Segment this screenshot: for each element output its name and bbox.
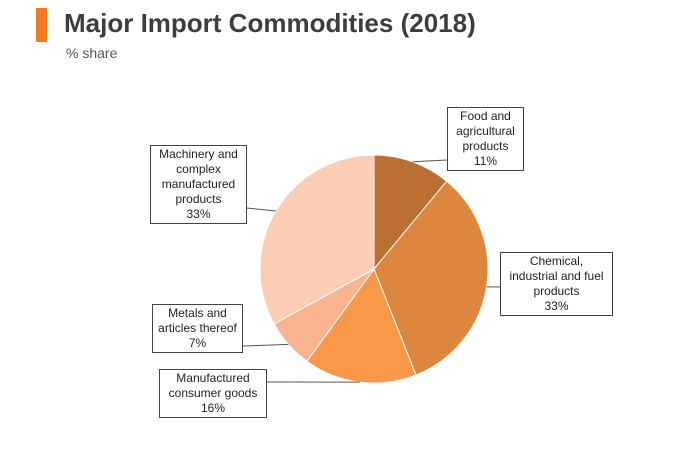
slice-value-label: 16%	[200, 401, 226, 415]
slice-label-line: Machinery and	[159, 147, 238, 161]
slice-label-line: industrial and fuel	[509, 269, 604, 283]
slice-label-line: Food and	[460, 109, 511, 123]
leader-line-1	[412, 159, 448, 163]
pie-slices	[259, 154, 489, 384]
slice-label-1: Food and agricultural products 11%	[447, 107, 524, 171]
title-accent-bar	[36, 8, 47, 42]
slice-label-line: manufactured	[161, 177, 236, 191]
slice-label-line: agricultural	[456, 124, 515, 138]
pie-slice-5	[259, 154, 375, 325]
chart-title: Major Import Commodities (2018)	[64, 8, 476, 38]
leader-line-4	[242, 343, 289, 347]
slice-label-line: products	[175, 192, 222, 206]
chart-subtitle: % share	[66, 45, 118, 61]
slice-label-2: Chemical, industrial and fuel products 33%	[500, 252, 613, 316]
slice-label-line: Metals and	[168, 306, 227, 320]
slice-value-label: 33%	[186, 207, 211, 221]
slice-label-line: complex	[176, 162, 221, 176]
slice-label-line: Manufactured	[176, 371, 250, 385]
slice-label-line: consumer goods	[168, 386, 258, 400]
slice-value-label: 11%	[473, 154, 498, 168]
slice-label-line: Chemical,	[529, 254, 584, 268]
slice-label-4: Metals and articles thereof 7%	[152, 304, 243, 353]
pie-slice-1	[373, 154, 448, 271]
slice-label-line: articles thereof	[158, 321, 237, 335]
slice-label-line: products	[533, 284, 580, 298]
slice-label-5: Machinery and complex manufactured products…	[150, 145, 247, 224]
slice-value-label: 7%	[188, 336, 207, 350]
leader-line-5	[246, 207, 276, 212]
slice-value-label: 33%	[544, 299, 569, 313]
slice-label-3: Manufactured consumer goods 16%	[159, 369, 267, 418]
pie-slice-3	[306, 267, 417, 384]
leader-lines	[242, 159, 501, 383]
pie-slice-2	[373, 180, 489, 376]
slice-label-line: products	[462, 139, 509, 153]
